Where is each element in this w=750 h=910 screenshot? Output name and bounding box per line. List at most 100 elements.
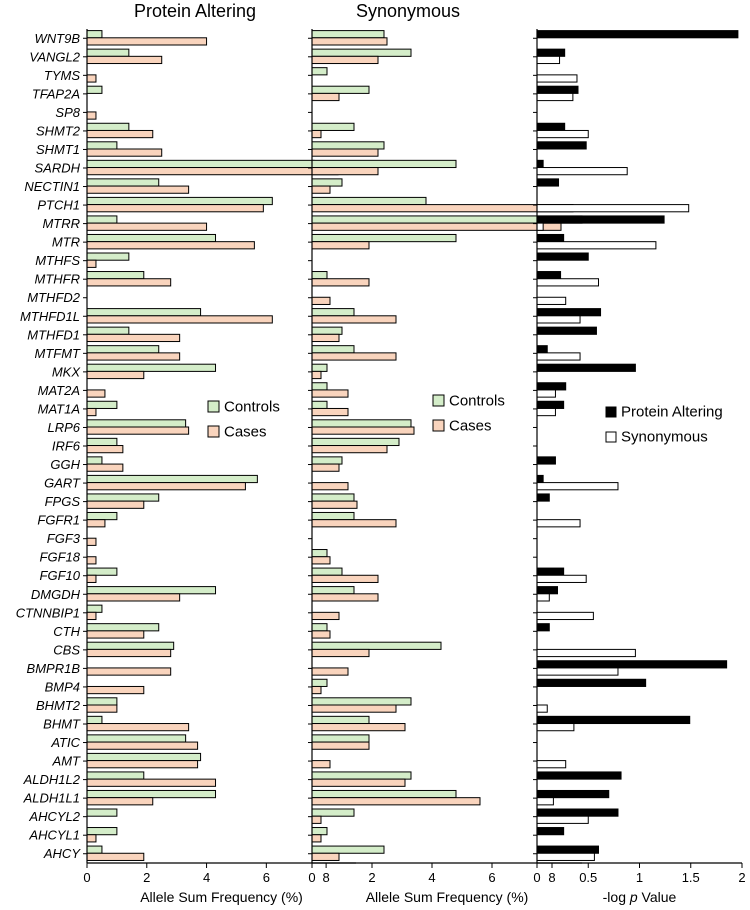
legend-swatch-controls: [432, 394, 445, 407]
bar-cases-mat2a: [311, 389, 349, 398]
bar-controls-tyms: [311, 67, 328, 76]
bar-synonymous-mthfd1l: [536, 315, 581, 324]
bar-controls-ggh: [311, 456, 343, 465]
x-tick-label: 8: [322, 870, 329, 885]
gene-label-mkx: MKX: [52, 364, 82, 379]
bar-synonymous-mthfr: [536, 278, 599, 287]
bar-controls-ahcyl2: [86, 808, 118, 817]
bar-controls-ggh: [86, 456, 103, 465]
bar-cases-shmt2: [86, 129, 154, 139]
x-tick-label: 2: [368, 870, 375, 885]
bar-protein-altering-fgf10: [536, 567, 565, 576]
bar-cases-fgfr1: [86, 519, 106, 528]
bar-controls-wnt9b: [86, 30, 103, 39]
bar-protein-altering-mtr: [536, 233, 565, 243]
gene-label-irf6: IRF6: [52, 439, 81, 454]
legend-swatch-cases: [432, 419, 445, 432]
bar-synonymous-fgf10: [536, 574, 587, 583]
panel-3: 0 0.5 1 1.5 2 -log p Value Protein Altering Syn…: [533, 29, 746, 905]
bar-synonymous-mat2a: [536, 389, 556, 398]
gene-label-ahcy: AHCY: [43, 846, 81, 861]
bar-controls-mtfmt: [86, 345, 160, 354]
gene-label-aldh1l1: ALDH1L1: [23, 791, 80, 806]
bar-cases-ahcyl2: [311, 815, 322, 824]
bar-controls-bhmt2: [86, 697, 118, 706]
bar-controls-bmp4: [311, 678, 328, 687]
legend-swatch-synonymous: [605, 431, 617, 443]
gene-label-mtrr: MTRR: [42, 216, 80, 231]
bar-cases-mthfd1l: [86, 315, 273, 324]
legend-label-controls: Controls: [449, 393, 505, 410]
bar-cases-mthfd1: [86, 333, 181, 343]
bar-cases-mtr: [311, 241, 370, 250]
bar-cases-mat2a: [86, 389, 106, 398]
bar-controls-aldh1l1: [86, 789, 217, 799]
bar-cases-mthfd1: [311, 333, 340, 343]
bar-protein-altering-dmgdh: [536, 586, 558, 595]
bar-controls-bhmt: [86, 715, 103, 725]
bar-cases-ahcy: [311, 852, 340, 861]
bar-cases-atic: [86, 741, 199, 750]
bar-cases-ahcyl1: [86, 834, 97, 843]
bar-controls-sardh: [86, 159, 315, 169]
gene-label-mthfr: MTHFR: [35, 272, 81, 287]
bar-protein-altering-mat1a: [536, 400, 565, 409]
gene-label-bhmt2: BHMT2: [36, 698, 81, 713]
legend: Protein Altering Synonymous: [605, 404, 723, 446]
bar-controls-ahcy: [86, 845, 103, 854]
gene-label-nectin1: NECTIN1: [24, 179, 80, 194]
bar-controls-dmgdh: [311, 586, 355, 595]
bar-cases-ggh: [311, 463, 340, 472]
gene-label-ctnnbip1: CTNNBIP1: [16, 605, 80, 620]
bar-cases-bhmt: [86, 723, 190, 732]
bar-protein-altering-fpgs: [536, 493, 550, 502]
bar-controls-ahcyl1: [311, 827, 328, 836]
bar-controls-cth: [311, 623, 328, 632]
bar-controls-fpgs: [311, 493, 355, 502]
bar-cases-bmp4: [86, 685, 145, 695]
gene-label-bmp4: BMP4: [45, 679, 80, 694]
bar-cases-ctnnbip1: [86, 611, 97, 621]
bar-controls-mtfmt: [311, 345, 355, 354]
bar-cases-irf6: [311, 445, 388, 454]
bar-protein-altering-mthfd1: [536, 326, 597, 335]
bar-cases-fgf18: [86, 556, 97, 565]
bar-cases-irf6: [86, 445, 124, 454]
gene-label-lrp6: LRP6: [47, 420, 80, 435]
bar-controls-ctnnbip1: [86, 604, 103, 613]
bar-protein-altering-ahcyl1: [536, 827, 565, 836]
panel-title: Synonymous: [356, 1, 460, 21]
gene-label-wnt9b: WNT9B: [35, 31, 81, 46]
bar-cases-aldh1l2: [311, 778, 406, 787]
bar-cases-sardh: [311, 167, 379, 176]
bar-cases-sp8: [86, 111, 97, 120]
bar-controls-lrp6: [86, 419, 187, 428]
bar-protein-altering-ggh: [536, 456, 556, 465]
bar-cases-ahcyl1: [311, 834, 322, 843]
x-axis-label: Allele Sum Frequency (%): [140, 889, 303, 905]
gene-label-fgf18: FGF18: [40, 550, 81, 565]
bar-controls-mthfd1: [311, 326, 343, 335]
bar-cases-fgf3: [86, 537, 97, 546]
bar-synonymous-ctnnbip1: [536, 611, 594, 621]
bar-controls-shmt1: [311, 141, 385, 150]
bar-controls-mat1a: [311, 400, 328, 409]
bar-controls-mthfd1l: [311, 308, 355, 317]
gene-label-sp8: SP8: [55, 105, 80, 120]
bar-cases-aldh1l1: [86, 797, 154, 806]
gene-label-bmpr1b: BMPR1B: [27, 661, 81, 676]
bar-cases-bhmt2: [86, 704, 118, 713]
bar-cases-amt: [311, 760, 331, 769]
gene-label-fpgs: FPGS: [45, 494, 81, 509]
x-tick-label: 1: [636, 870, 643, 885]
legend-label-synonymous: Synonymous: [621, 429, 708, 446]
bar-synonymous-ahcy: [536, 852, 595, 861]
bar-synonymous-dmgdh: [536, 593, 550, 602]
bar-protein-altering-aldh1l2: [536, 771, 622, 780]
bar-cases-cth: [311, 630, 331, 639]
bar-controls-nectin1: [311, 178, 343, 187]
bar-cases-tfap2a: [311, 92, 340, 102]
bar-cases-wnt9b: [311, 37, 388, 46]
gene-label-fgf10: FGF10: [40, 568, 81, 583]
